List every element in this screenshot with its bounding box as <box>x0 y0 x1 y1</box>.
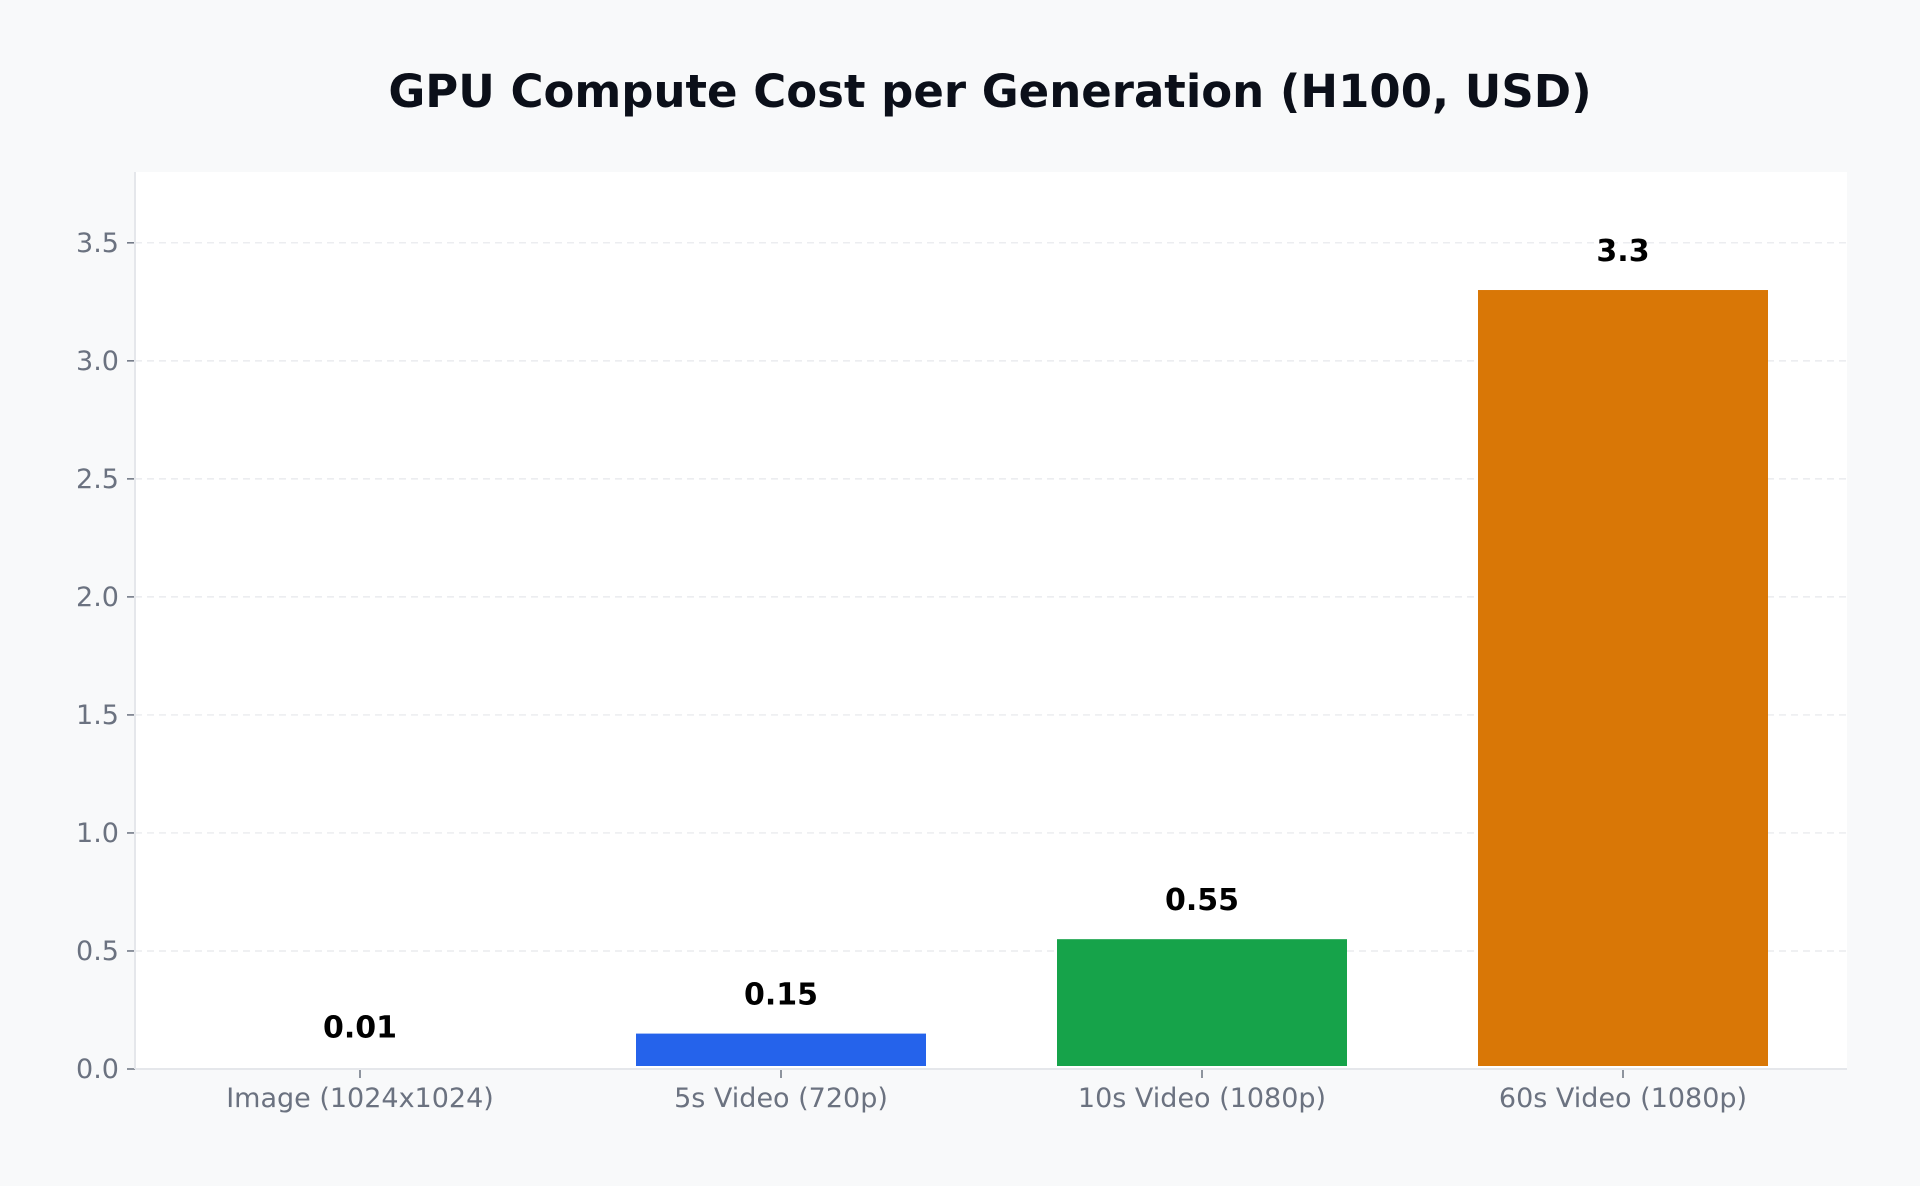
data-label: 0.55 <box>1165 883 1239 918</box>
data-label: 0.01 <box>323 1011 397 1046</box>
y-tick-label: 3.0 <box>76 346 119 377</box>
data-label: 0.15 <box>744 978 818 1013</box>
data-label: 3.3 <box>1596 234 1649 269</box>
y-tick-label: 1.5 <box>76 700 119 731</box>
x-tick-label: 10s Video (1080p) <box>1078 1083 1326 1114</box>
y-tick-label: 1.0 <box>76 818 119 849</box>
y-tick-label: 2.0 <box>76 582 119 613</box>
y-tick-label: 0.0 <box>76 1054 119 1085</box>
axes: 0.0 0.5 1.0 1.5 2.0 2.5 3.0 3.5 Image (1024x1024… <box>76 172 1847 1114</box>
gridlines <box>135 242 1847 952</box>
bar <box>636 1033 926 1066</box>
bar <box>1057 939 1347 1066</box>
data-labels: 0.01 0.15 0.55 3.3 <box>323 234 1650 1046</box>
x-tick-label: 60s Video (1080p) <box>1499 1083 1747 1114</box>
chart-title: GPU Compute Cost per Generation (H100, U… <box>388 65 1591 118</box>
bars <box>636 290 1768 1066</box>
y-tick-label: 2.5 <box>76 464 119 495</box>
bar <box>1478 290 1768 1066</box>
y-tick-label: 0.5 <box>76 936 119 967</box>
x-tick-label: Image (1024x1024) <box>226 1083 494 1114</box>
y-tick-label: 3.5 <box>76 228 119 259</box>
x-tick-label: 5s Video (720p) <box>674 1083 888 1114</box>
